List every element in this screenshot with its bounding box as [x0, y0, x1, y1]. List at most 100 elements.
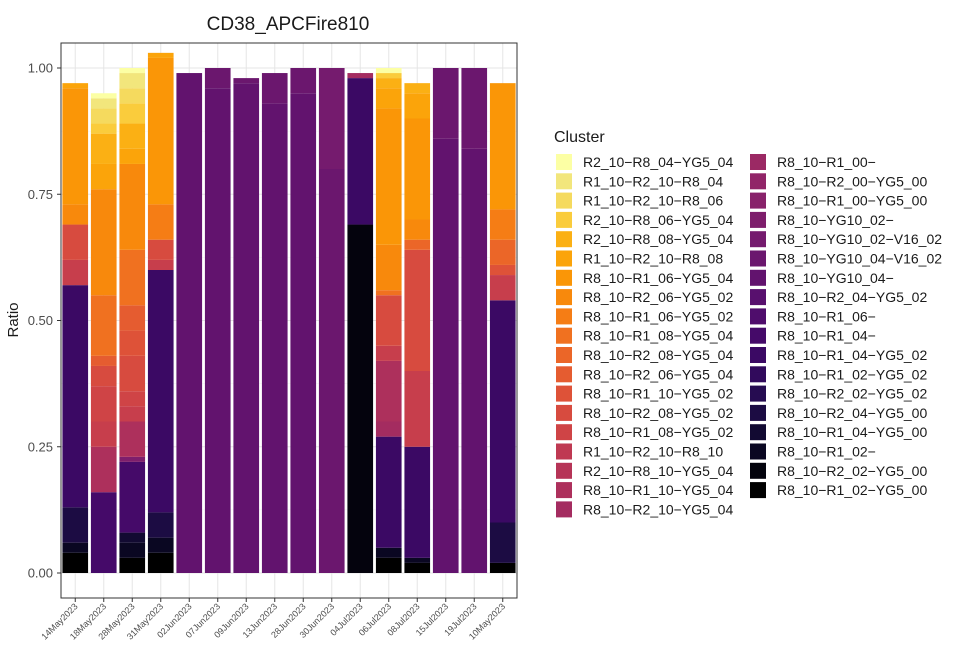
legend-label: R8_10−R1_10−YG5_04: [583, 482, 733, 498]
bar-segment: [375, 295, 402, 346]
bar-segment: [119, 330, 146, 356]
legend-label: R8_10−R2_08−YG5_04: [583, 347, 733, 363]
legend-label: R8_10−R1_10−YG5_02: [583, 386, 733, 402]
bar-segment: [489, 275, 516, 301]
legend-label: R8_10−R2_04−YG5_00: [777, 405, 927, 421]
bar-segment: [404, 371, 431, 447]
bar-segment: [489, 300, 516, 523]
legend-swatch: [556, 154, 572, 170]
legend-label: R8_10−R1_04−YG5_02: [777, 347, 927, 363]
bar-segment: [119, 456, 146, 462]
bar-segment: [119, 355, 146, 392]
bar-segment: [461, 148, 488, 574]
legend-swatch: [556, 173, 572, 190]
y-tick-label: 0.75: [28, 187, 53, 202]
bar-segment: [90, 355, 117, 366]
legend-label: R8_10−R2_04−YG5_02: [777, 289, 927, 305]
legend-label: R1_10−R2_10−R8_04: [583, 173, 723, 189]
bar-segment: [404, 93, 431, 119]
legend-label: R8_10−YG10_02−: [777, 212, 894, 228]
bar-segment: [62, 224, 89, 260]
bar-segment: [489, 264, 516, 276]
legend-label: R8_10−R1_00−: [777, 154, 876, 170]
y-tick-label: 0.25: [28, 439, 53, 454]
legend-swatch: [556, 327, 572, 344]
bar-segment: [90, 123, 117, 134]
bar-segment: [119, 88, 146, 104]
bar-segment: [119, 406, 146, 422]
legend-swatch: [556, 192, 572, 209]
legend-swatch: [750, 250, 766, 267]
bar-segment: [404, 249, 431, 371]
bar-segment: [375, 88, 402, 109]
y-tick-label: 0.00: [28, 566, 53, 581]
bar-segment: [404, 446, 431, 558]
bar-segment: [489, 239, 516, 265]
x-axis: 14May202318May202328May202331May202302Ju…: [39, 598, 507, 642]
legend-label: R2_10−R8_10−YG5_04: [583, 463, 733, 479]
bar-segment: [176, 73, 203, 574]
y-tick-label: 0.50: [28, 313, 53, 328]
bar-segment: [119, 421, 146, 457]
bar-segment: [489, 522, 516, 563]
bar-segment: [119, 542, 146, 558]
bar-segment: [375, 108, 402, 245]
legend-label: R8_10−R2_02−YG5_02: [777, 386, 927, 402]
bar-segment: [119, 391, 146, 407]
legend-swatch: [556, 424, 572, 441]
legend-label: R8_10−YG10_04−V16_02: [777, 251, 942, 267]
bar-segment: [375, 244, 402, 291]
bar-segment: [62, 204, 89, 225]
legend-swatch: [750, 327, 766, 344]
legend-swatch: [750, 404, 766, 421]
legend-label: R8_10−R2_00−YG5_00: [777, 173, 927, 189]
legend-label: R8_10−R1_06−YG5_02: [583, 308, 733, 324]
bar-segment: [62, 507, 89, 543]
bar-segment: [375, 557, 402, 573]
legend-label: R8_10−YG10_02−V16_02: [777, 231, 942, 247]
bar-segment: [375, 73, 402, 79]
bar-segment: [375, 436, 402, 548]
legend-label: R1_10−R2_10−R8_10: [583, 444, 723, 460]
bar-segment: [147, 239, 174, 260]
bar-segment: [90, 421, 117, 447]
bar-segment: [90, 133, 117, 164]
legend-swatch: [750, 308, 766, 325]
bar-segment: [147, 552, 174, 573]
bar-segment: [90, 295, 117, 356]
legend-label: R2_10−R8_04−YG5_04: [583, 154, 733, 170]
legend-label: R8_10−R2_08−YG5_02: [583, 405, 733, 421]
bar-segment: [404, 557, 431, 563]
legend-swatch: [750, 211, 766, 228]
bar-segment: [62, 259, 89, 286]
bar-segment: [404, 83, 431, 94]
legend-label: R8_10−R1_02−YG5_00: [777, 482, 927, 498]
legend-swatch: [750, 482, 766, 499]
bar-segment: [375, 290, 402, 296]
legend-swatch: [750, 462, 766, 479]
legend-label: R8_10−R1_06−YG5_04: [583, 270, 733, 286]
chart-title: CD38_APCFire810: [207, 14, 370, 35]
legend-label: R1_10−R2_10−R8_08: [583, 251, 723, 267]
legend-label: R8_10−R1_02−YG5_02: [777, 366, 927, 382]
bar-segment: [62, 83, 89, 89]
bar-segment: [204, 88, 231, 573]
bar-segment: [204, 68, 231, 89]
bar-segment: [347, 224, 374, 574]
legend-swatch: [556, 308, 572, 325]
legend-swatch: [750, 289, 766, 306]
legend-label: R8_10−R1_08−YG5_02: [583, 424, 733, 440]
legend-swatch: [556, 347, 572, 363]
bar-segment: [404, 239, 431, 250]
bar-segment: [147, 270, 174, 513]
bar-segment: [119, 305, 146, 331]
legend-swatch: [556, 482, 572, 499]
bar-segment: [233, 83, 260, 574]
bar-segment: [375, 360, 402, 422]
bar-segment: [147, 537, 174, 553]
legend-label: R8_10−R1_08−YG5_04: [583, 328, 733, 344]
bar-segment: [90, 93, 117, 99]
legend-label: R8_10−R1_04−YG5_00: [777, 424, 927, 440]
bar-segment: [489, 83, 516, 210]
legend-swatch: [750, 231, 766, 248]
